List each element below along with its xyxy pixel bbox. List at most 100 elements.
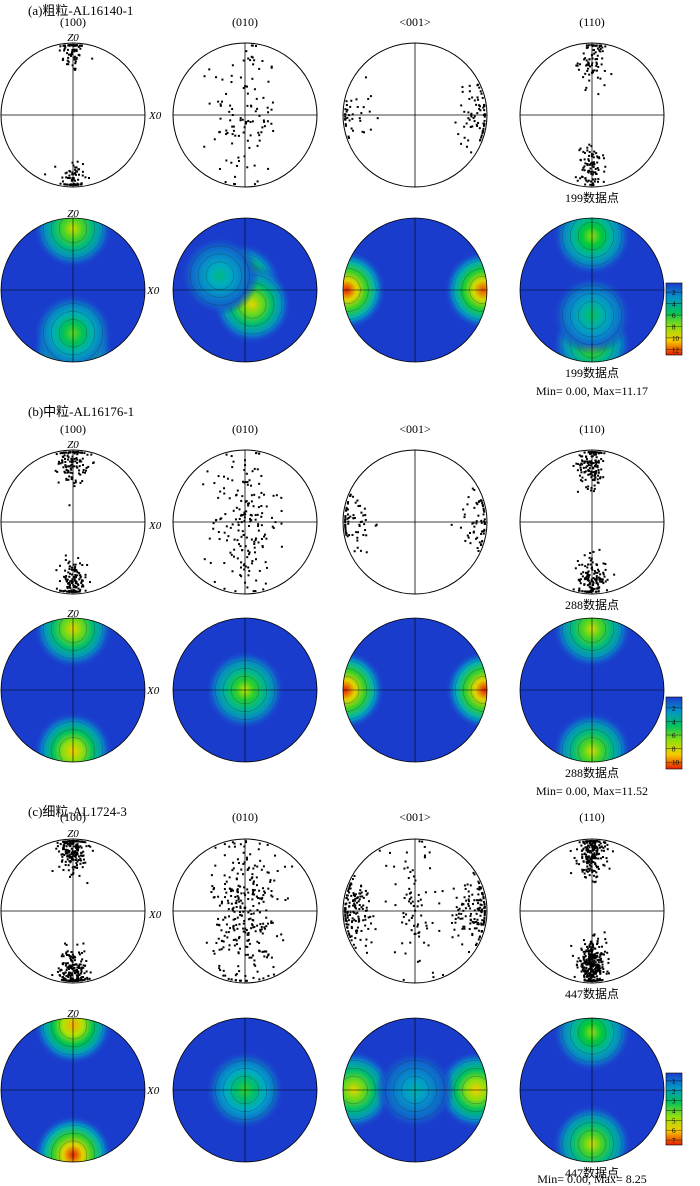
pole-point xyxy=(356,499,359,502)
pole-point xyxy=(461,943,464,946)
pole-point xyxy=(71,578,74,581)
pole-point xyxy=(483,114,486,117)
plane-label: (010) xyxy=(232,810,258,824)
pole-point xyxy=(64,172,67,175)
pole-point xyxy=(587,958,590,961)
pole-point xyxy=(258,911,261,914)
pole-point xyxy=(471,934,474,937)
pole-point xyxy=(65,851,68,854)
pole-point xyxy=(227,977,230,980)
pole-point xyxy=(73,451,76,454)
pole-point xyxy=(589,842,592,845)
pole-point xyxy=(360,520,363,523)
pole-point xyxy=(473,927,476,930)
pole-point xyxy=(586,840,589,843)
pole-point xyxy=(454,917,457,920)
pole-point xyxy=(72,978,75,981)
pole-point xyxy=(574,567,577,570)
pole-point xyxy=(344,515,347,518)
pole-point xyxy=(247,502,250,505)
pole-point xyxy=(236,889,239,892)
pole-point xyxy=(582,466,585,469)
pole-point xyxy=(239,913,242,916)
pole-point xyxy=(232,918,235,921)
pole-point xyxy=(223,843,226,846)
pole-point xyxy=(585,457,588,460)
pole-point xyxy=(78,953,81,956)
pole-point xyxy=(394,904,397,907)
pole-point xyxy=(346,508,349,511)
pole-point xyxy=(352,514,355,517)
pole-point xyxy=(68,590,71,593)
pole-point xyxy=(469,126,472,129)
z0-label: Z0 xyxy=(67,439,79,451)
pole-point xyxy=(585,59,588,62)
pole-point xyxy=(258,902,261,905)
pole-point xyxy=(580,948,583,951)
scatter-pole-figure xyxy=(519,42,665,188)
pole-point xyxy=(84,861,87,864)
pole-point xyxy=(596,940,599,943)
pole-point xyxy=(212,896,215,899)
pole-point xyxy=(232,125,235,128)
pole-point xyxy=(483,914,486,917)
pole-point xyxy=(246,166,249,169)
pole-point xyxy=(75,862,78,865)
pole-point xyxy=(221,78,224,81)
pole-point xyxy=(363,523,366,526)
pole-point xyxy=(246,856,249,859)
pole-point xyxy=(253,540,256,543)
pole-point xyxy=(73,56,76,59)
pole-point xyxy=(81,958,84,961)
pole-point xyxy=(355,930,358,933)
pole-points xyxy=(202,452,283,593)
pole-point xyxy=(591,950,594,953)
pole-point xyxy=(80,967,83,970)
pole-point xyxy=(591,855,594,858)
pole-point xyxy=(591,849,594,852)
pole-point xyxy=(70,52,73,55)
pole-point xyxy=(251,44,254,47)
pole-point xyxy=(601,46,604,49)
pole-point xyxy=(62,848,65,851)
pole-point xyxy=(78,578,81,581)
pole-point xyxy=(598,570,601,573)
pole-point xyxy=(579,468,582,471)
pole-point xyxy=(81,584,84,587)
pole-point xyxy=(66,966,69,969)
pole-point xyxy=(84,469,87,472)
pole-point xyxy=(344,919,347,922)
pole-point xyxy=(61,176,64,179)
pole-point xyxy=(594,957,597,960)
pole-point xyxy=(74,963,77,966)
pole-point xyxy=(591,173,594,176)
pole-point xyxy=(595,172,598,175)
pole-point xyxy=(364,909,367,912)
pole-point xyxy=(345,110,348,113)
pole-point xyxy=(481,96,484,99)
pole-point xyxy=(584,470,587,473)
pole-point xyxy=(578,863,581,866)
pole-point xyxy=(219,490,222,493)
pole-point xyxy=(84,964,87,967)
pole-point xyxy=(60,853,63,856)
pole-point xyxy=(223,587,226,590)
pole-point xyxy=(585,949,588,952)
pole-point xyxy=(416,905,419,908)
pole-point xyxy=(215,518,218,521)
colorbar-swatch xyxy=(665,1072,683,1146)
pole-point xyxy=(364,518,367,521)
pole-point xyxy=(594,58,597,61)
pole-point xyxy=(267,111,270,114)
pole-point xyxy=(478,86,481,89)
pole-point xyxy=(66,979,69,982)
pole-point xyxy=(586,460,589,463)
pole-point xyxy=(253,925,256,928)
pole-point xyxy=(473,918,476,921)
pole-point xyxy=(594,954,597,957)
pole-point xyxy=(72,868,75,871)
pole-point xyxy=(476,112,479,115)
pole-point xyxy=(266,956,269,959)
pole-point xyxy=(225,92,228,95)
pole-point xyxy=(601,945,604,948)
